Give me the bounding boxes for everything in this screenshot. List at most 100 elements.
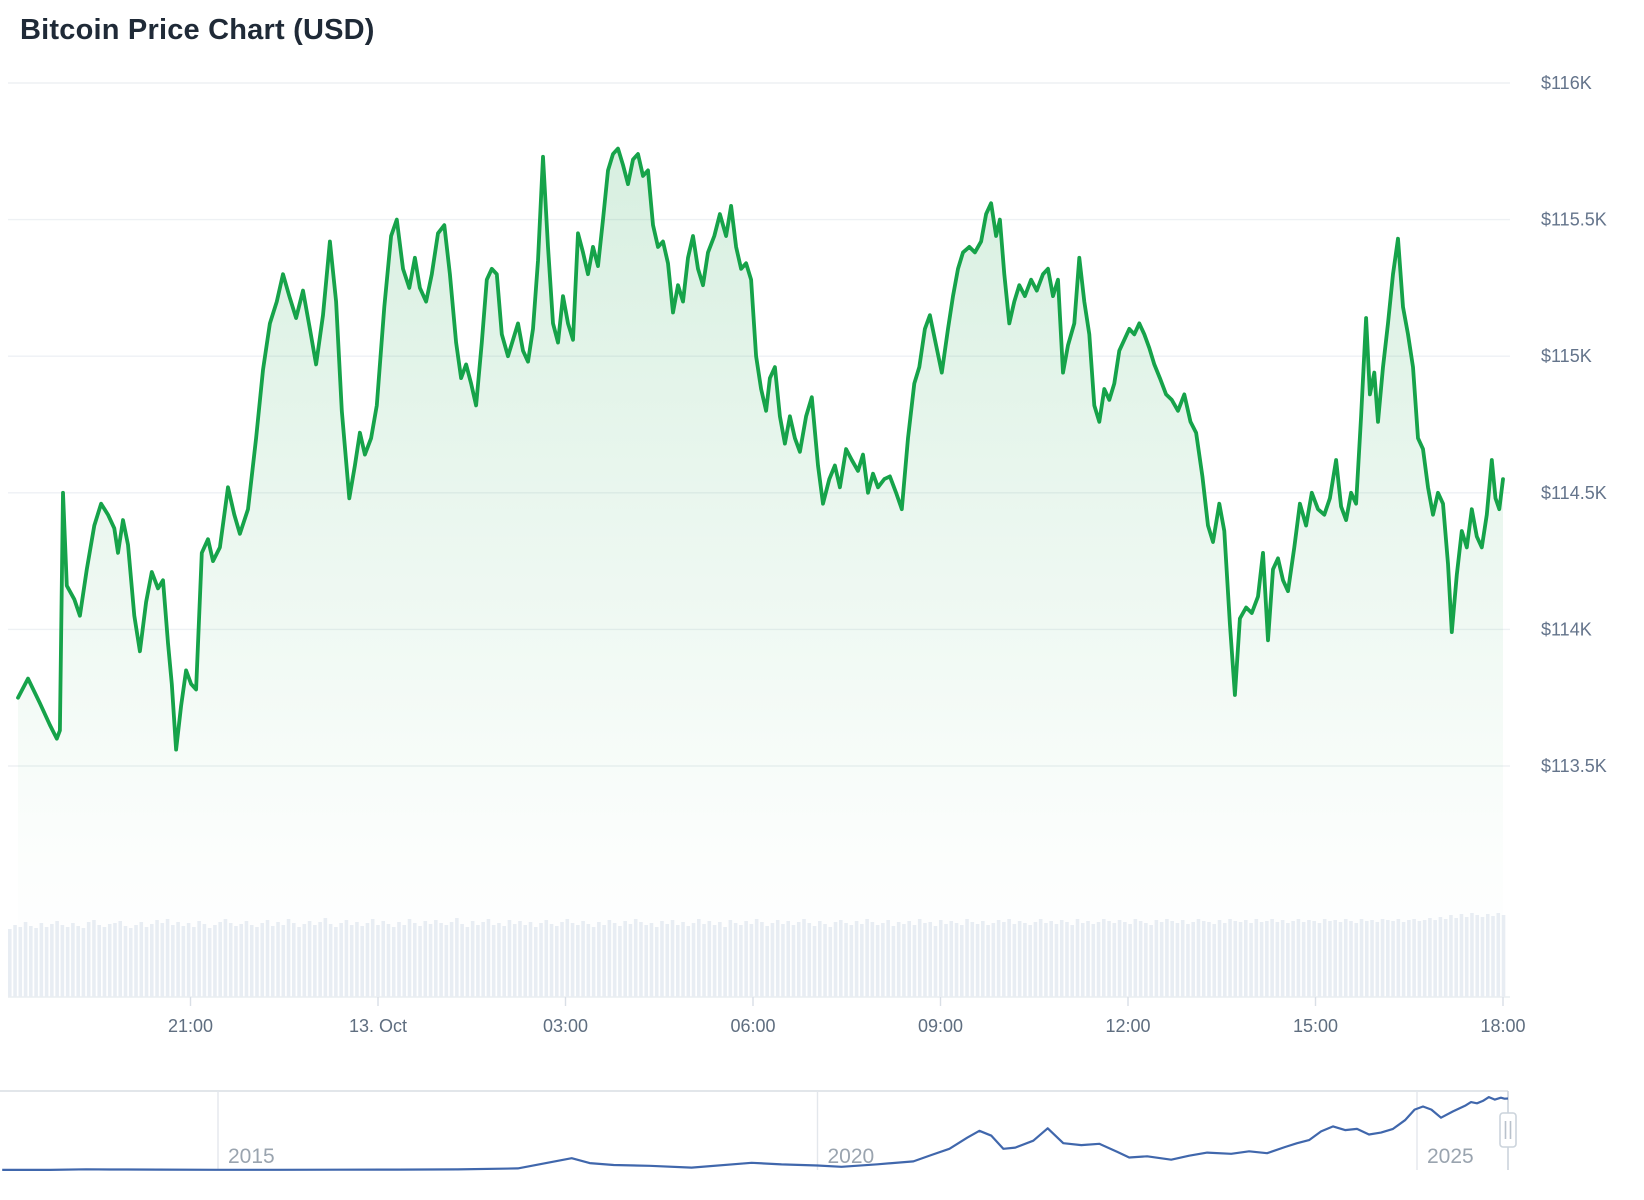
volume-bar <box>975 924 980 997</box>
volume-bar <box>1249 923 1253 997</box>
volume-bar <box>1054 924 1059 997</box>
volume-bar <box>1438 917 1443 997</box>
volume-bar <box>1265 921 1269 997</box>
volume-bar <box>1496 913 1501 997</box>
volume-bar <box>207 928 212 997</box>
price-axis-label: $113.5K <box>1541 756 1607 776</box>
volume-bar <box>528 922 533 997</box>
volume-bar <box>744 921 748 997</box>
volume-bar <box>1007 919 1011 997</box>
volume-bar <box>318 922 322 997</box>
volume-bar <box>376 925 380 997</box>
volume-bar <box>1254 919 1259 997</box>
volume-bar <box>323 918 328 997</box>
volume-bar <box>923 923 927 997</box>
volume-bar <box>1059 920 1064 997</box>
volume-bar <box>1049 921 1053 997</box>
volume-bar <box>344 920 349 997</box>
volume-bar <box>628 924 633 997</box>
volume-bar <box>449 922 454 997</box>
navigator-year-label: 2025 <box>1427 1145 1474 1168</box>
volume-bar <box>570 923 575 997</box>
drag-handle-icon[interactable] <box>1499 1112 1517 1148</box>
volume-bar <box>581 921 585 997</box>
volume-bar <box>523 925 528 997</box>
volume-bar <box>518 921 522 997</box>
price-area-fill <box>18 148 1503 998</box>
volume-bar <box>1023 923 1027 997</box>
page-title: Bitcoin Price Chart (USD) <box>20 14 375 46</box>
volume-bar <box>113 923 117 997</box>
volume-bar <box>150 924 154 997</box>
volume-bar <box>444 925 449 997</box>
volume-bar <box>402 925 407 997</box>
range-navigator[interactable]: 2015 2020 2025 <box>0 1090 1517 1171</box>
price-axis-label: $115.5K <box>1541 210 1607 230</box>
volume-bar <box>881 923 885 997</box>
volume-bar <box>823 924 827 997</box>
volume-bar <box>55 921 59 997</box>
volume-bar <box>728 920 733 997</box>
volume-bar <box>802 919 806 997</box>
volume-bar <box>1491 916 1495 997</box>
volume-bar <box>1186 924 1190 997</box>
volume-bar <box>1138 921 1143 997</box>
volume-bar <box>681 922 685 997</box>
volume-bar <box>828 927 833 997</box>
volume-bar <box>1359 919 1364 997</box>
volume-bar <box>1464 917 1469 997</box>
volume-bar <box>1012 924 1017 997</box>
volume-bar <box>128 928 133 997</box>
volume-bar <box>1144 923 1148 997</box>
navigator-drag-handle[interactable] <box>1499 1112 1517 1148</box>
volume-bar <box>565 919 570 997</box>
volume-bar <box>712 925 717 997</box>
volume-bar <box>549 924 554 997</box>
volume-bar <box>1159 922 1164 997</box>
volume-bar <box>1017 921 1022 997</box>
volume-bar <box>1422 920 1427 997</box>
volume-bar <box>497 923 501 997</box>
volume-bar <box>986 925 990 997</box>
volume-bar <box>544 920 549 997</box>
volume-bar <box>160 923 165 997</box>
price-axis-label: $114.5K <box>1541 483 1607 503</box>
volume-bar <box>860 924 864 997</box>
price-area-series[interactable] <box>16 146 1505 998</box>
volume-bar <box>76 926 80 997</box>
volume-bar <box>1133 919 1138 997</box>
volume-bar <box>670 920 675 997</box>
volume-bar <box>1075 919 1080 997</box>
volume-bar <box>213 925 217 997</box>
volume-bar <box>1401 922 1406 997</box>
volume-bars[interactable] <box>8 913 1506 997</box>
price-axis-label: $114K <box>1541 619 1592 639</box>
volume-bar <box>491 925 496 997</box>
volume-bar <box>1259 922 1264 997</box>
volume-bar <box>849 925 854 997</box>
volume-bar <box>770 923 775 997</box>
y-axis-labels: $116K $115.5K $115K $114.5K $114K $113.5K <box>1541 73 1607 776</box>
volume-bar <box>1086 921 1090 997</box>
volume-bar <box>355 922 359 997</box>
volume-bar <box>654 927 659 997</box>
volume-bar <box>1107 921 1111 997</box>
volume-bar <box>1343 919 1348 997</box>
price-line[interactable] <box>16 146 1505 752</box>
volume-bar <box>1449 915 1453 997</box>
volume-bar <box>202 924 207 997</box>
volume-bar <box>386 924 391 997</box>
volume-bar <box>733 923 738 997</box>
volume-bar <box>81 928 86 997</box>
volume-bar <box>576 925 580 997</box>
volume-bar <box>218 922 222 997</box>
volume-bar <box>434 920 438 997</box>
volume-bar <box>928 922 933 997</box>
volume-bar <box>1002 922 1006 997</box>
volume-bar <box>1238 922 1243 997</box>
volume-bar <box>1165 919 1169 997</box>
time-axis-label: 12:00 <box>1105 1016 1150 1036</box>
volume-bar <box>1270 919 1274 997</box>
volume-bar <box>1212 924 1217 997</box>
volume-bar <box>875 925 880 997</box>
